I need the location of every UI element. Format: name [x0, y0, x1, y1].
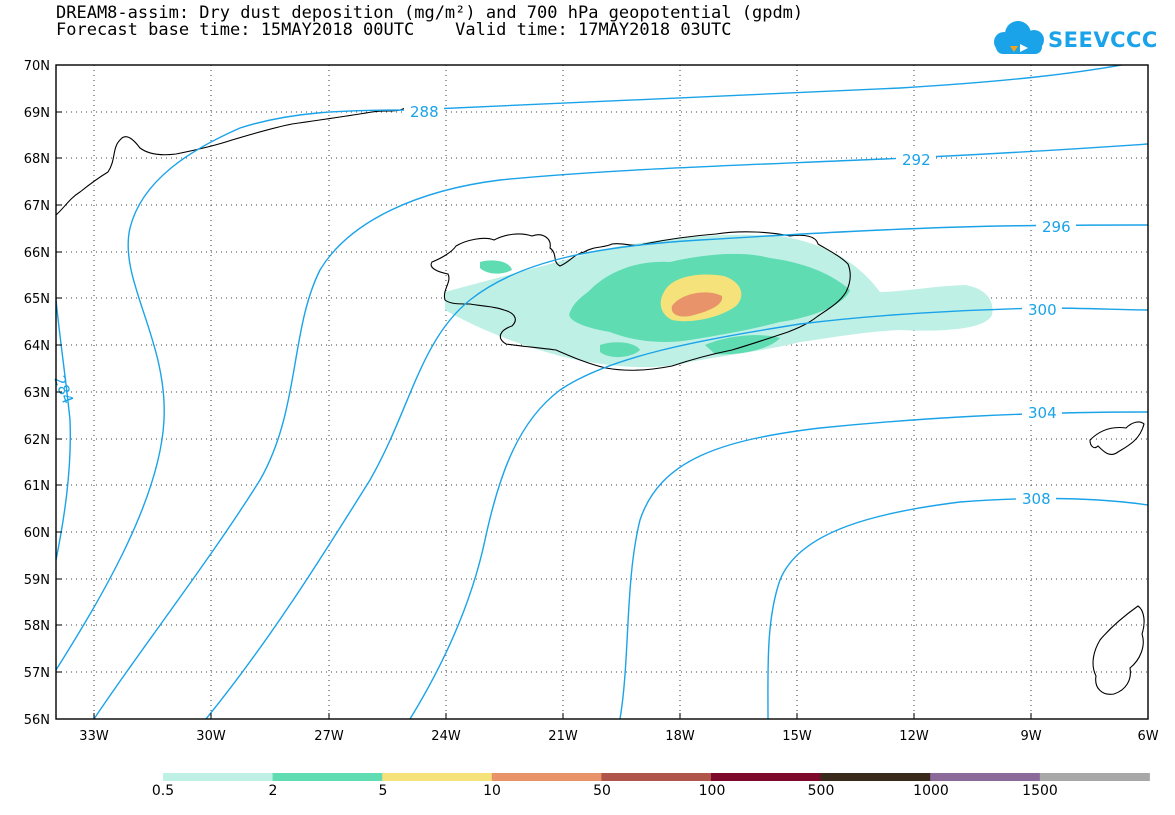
lon-label: 12W — [899, 729, 929, 744]
lat-label: 59N — [24, 573, 50, 588]
dust-area-2d — [480, 260, 512, 274]
lat-gridlines — [56, 111, 1148, 673]
contour-308 — [767, 497, 1148, 719]
contour-label-300: 300 — [1028, 301, 1057, 319]
lat-label: 68N — [24, 152, 50, 167]
lat-label: 60N — [24, 526, 50, 541]
colorbar-tick: 5 — [378, 783, 388, 799]
geopotential-contours — [56, 65, 1148, 719]
lon-label: 33W — [79, 729, 109, 744]
colorbar-tick: 0.5 — [151, 783, 175, 799]
map-title: DREAM8-assim: Dry dust deposition (mg/m²… — [56, 3, 804, 23]
lat-label: 58N — [24, 619, 50, 634]
colorbar-swatch — [272, 773, 383, 781]
colorbar-swatch — [382, 773, 493, 781]
colorbar-tick: 50 — [593, 783, 611, 799]
contour-label-292: 292 — [902, 151, 931, 169]
colorbar-tick: 10 — [483, 783, 501, 799]
lon-label: 9W — [1020, 729, 1041, 744]
lon-label: 6W — [1137, 729, 1158, 744]
map-subtitle: Forecast base time: 15MAY2018 00UTC Vali… — [56, 20, 732, 40]
dust-area-2b — [600, 342, 640, 358]
contour-label-288: 288 — [410, 103, 439, 121]
lat-label: 57N — [24, 666, 50, 681]
lon-label: 27W — [314, 729, 344, 744]
colorbar-swatch — [1039, 773, 1150, 781]
lon-gridlines — [93, 65, 1032, 719]
norway-coast-north — [1089, 421, 1145, 455]
coastlines — [56, 103, 1145, 695]
dust-deposition-shading — [445, 234, 993, 368]
colorbar-swatch — [711, 773, 822, 781]
contour-304 — [619, 411, 1148, 719]
lat-label: 67N — [24, 199, 50, 214]
colorbar-tick: 2 — [268, 783, 278, 799]
lat-label: 63N — [24, 386, 50, 401]
contour-288 — [56, 65, 1126, 671]
contour-label-284: 284 — [50, 373, 77, 406]
colorbar-swatch — [491, 773, 602, 781]
contour-label-308: 308 — [1022, 490, 1051, 508]
lat-label: 65N — [24, 292, 50, 307]
contour-label-304: 304 — [1028, 404, 1057, 422]
lon-label: 24W — [431, 729, 461, 744]
colorbar-tick: 1500 — [1022, 783, 1058, 799]
colorbar-swatch — [163, 773, 274, 781]
cloud-icon — [994, 21, 1044, 54]
dust-area-2c — [705, 335, 780, 355]
lat-label: 62N — [24, 433, 50, 448]
lon-label: 18W — [665, 729, 695, 744]
contour-label-296: 296 — [1042, 218, 1071, 236]
lat-label: 66N — [24, 246, 50, 261]
contour-300 — [409, 307, 1148, 719]
colorbar-swatch — [820, 773, 931, 781]
colorbar-tick: 1000 — [913, 783, 949, 799]
logo-text: SEEVCCC — [1048, 28, 1158, 52]
lon-label: 15W — [782, 729, 812, 744]
scotland-coast — [1092, 605, 1145, 695]
contour-292 — [93, 143, 1148, 719]
lat-label: 56N — [24, 713, 50, 728]
lat-label: 70N — [24, 59, 50, 74]
iceland-coast — [430, 231, 851, 371]
contour-296 — [205, 224, 1148, 719]
colorbar-tick: 100 — [698, 783, 726, 799]
lat-label: 61N — [24, 479, 50, 494]
colorbar-tick: 500 — [807, 783, 835, 799]
lon-label: 21W — [548, 729, 578, 744]
colorbar — [163, 773, 1150, 781]
colorbar-swatch — [601, 773, 712, 781]
contour-labels: 288 292 296 300 304 308 284 — [50, 102, 1076, 508]
greenland-coast — [56, 103, 413, 216]
contour-284 — [56, 299, 71, 561]
colorbar-swatch — [930, 773, 1041, 781]
lat-label: 64N — [24, 339, 50, 354]
lon-label: 30W — [196, 729, 226, 744]
dust-area-10 — [671, 292, 723, 317]
lat-label: 69N — [24, 106, 50, 121]
